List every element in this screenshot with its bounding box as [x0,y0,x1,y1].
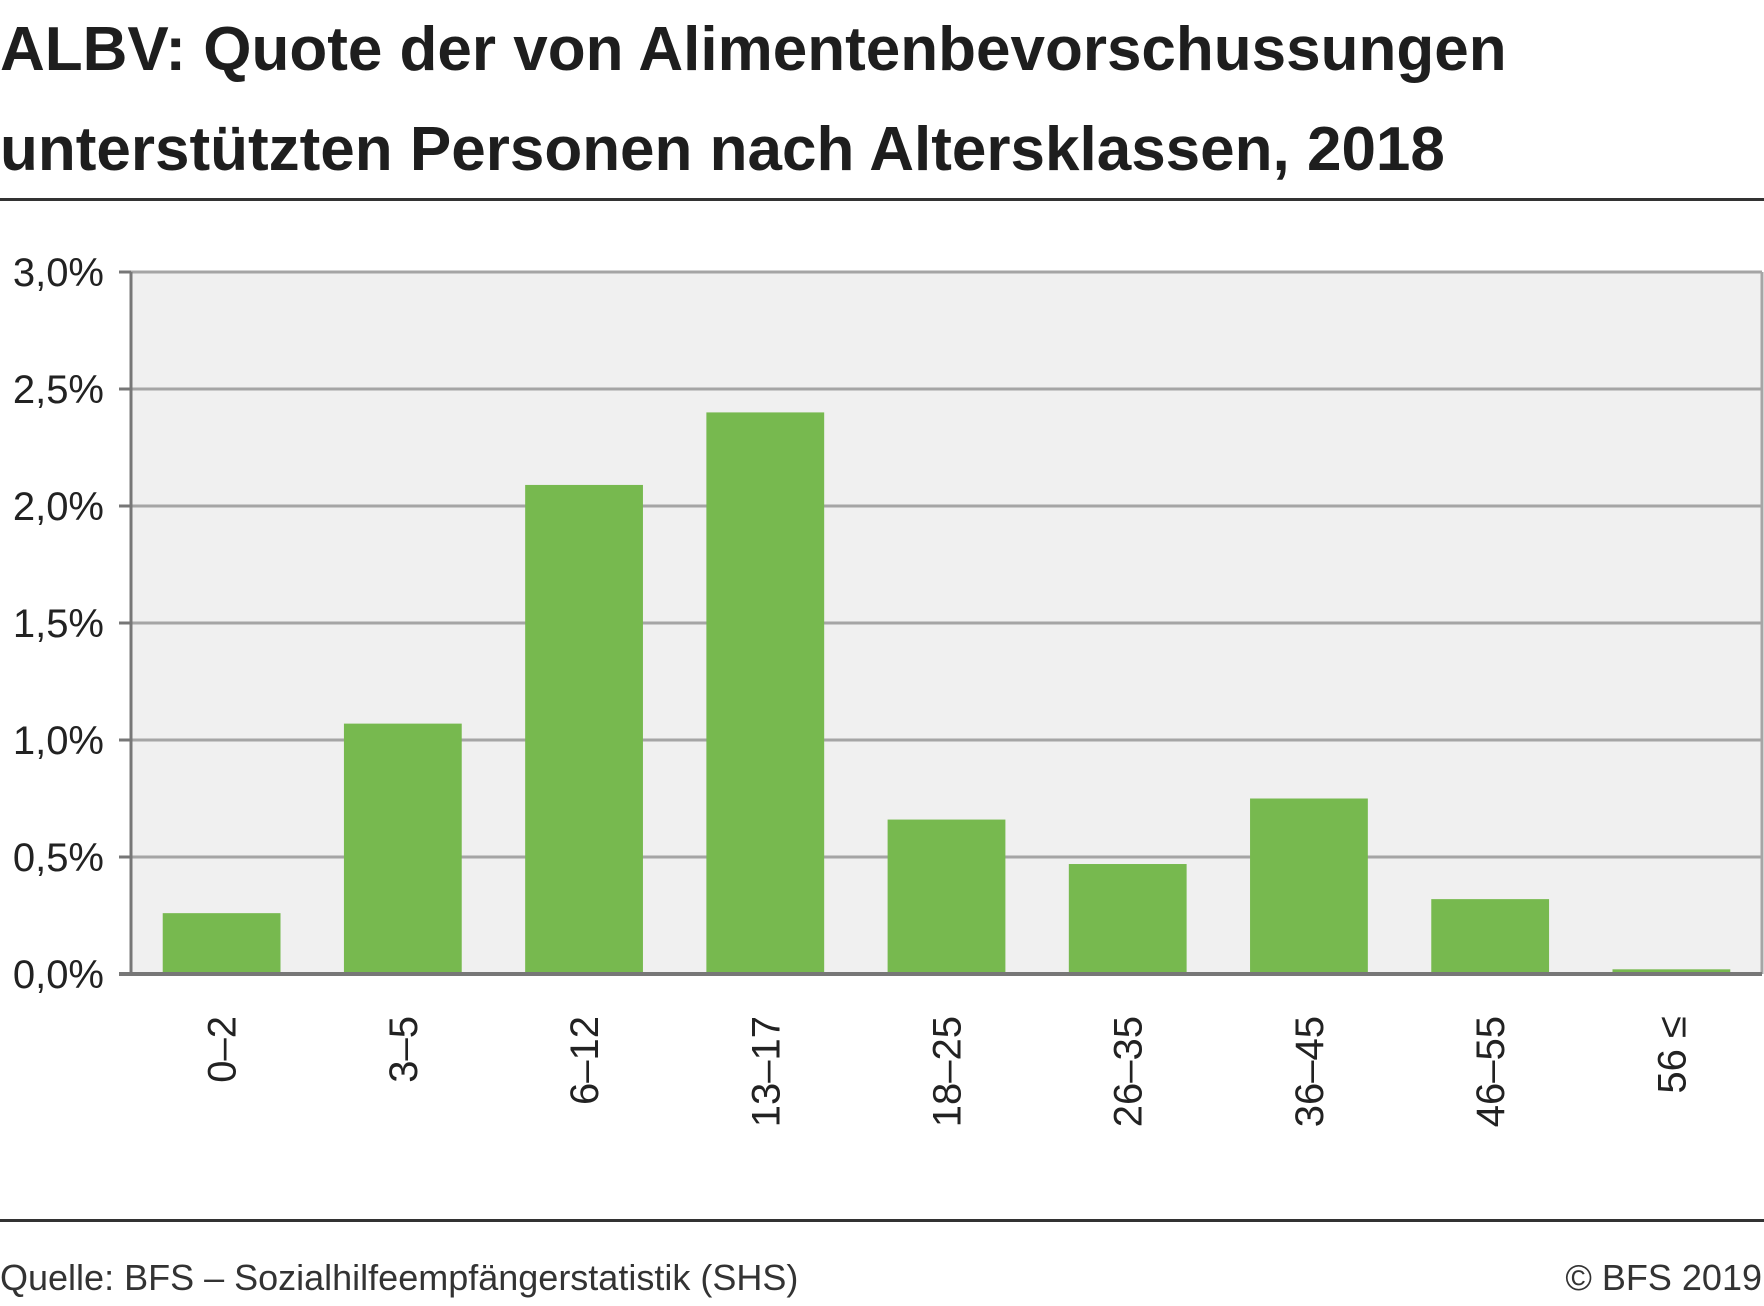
copyright-note: © BFS 2019 [1565,1257,1762,1298]
y-tick-label: 0,5% [13,836,104,880]
x-tick-label: 3–5 [382,1016,426,1083]
y-tick-label: 1,5% [13,602,104,646]
bottom-divider [0,1219,1764,1222]
x-tick-label: 46–55 [1469,1016,1513,1127]
x-tick-label: 0–2 [201,1016,245,1083]
x-tick-label: 13–17 [744,1016,788,1127]
y-tick-label: 3,0% [13,251,104,295]
x-tick-label: 18–25 [926,1016,970,1127]
chart-title: ALBV: Quote der von Alimentenbevorschuss… [0,0,1740,200]
bar [343,723,462,974]
bar [1250,798,1368,974]
x-tick-label: 6–12 [563,1016,607,1105]
y-tick-label: 2,0% [13,485,104,529]
bar [887,819,1006,974]
bar-chart: 0,0% 0,5% 1,0% 1,5% 2,0% 2,5% 3,0% 0–2 3–5 6–12 13… [13,251,1764,1127]
bar [1068,864,1187,974]
bar [1431,899,1550,974]
y-tick-label: 0,0% [13,953,104,997]
y-tick-label: 1,0% [13,719,104,763]
bar [525,484,643,974]
x-tick-label: 26–35 [1107,1016,1151,1127]
top-divider [0,198,1764,201]
x-tick-label: 56 ≤ [1650,1016,1694,1094]
chart-title-line-1: ALBV: Quote der von Alimentenbevorschuss… [0,15,1507,84]
bar [1612,969,1731,974]
chart-title-line-2: unterstützten Personen nach Altersklasse… [0,115,1445,184]
source-note: Quelle: BFS – Sozialhilfeempfängerstatis… [0,1257,799,1298]
bar [162,913,281,974]
x-tick-label: 36–45 [1288,1016,1332,1127]
y-tick-label: 2,5% [13,368,104,412]
bar [706,412,825,974]
